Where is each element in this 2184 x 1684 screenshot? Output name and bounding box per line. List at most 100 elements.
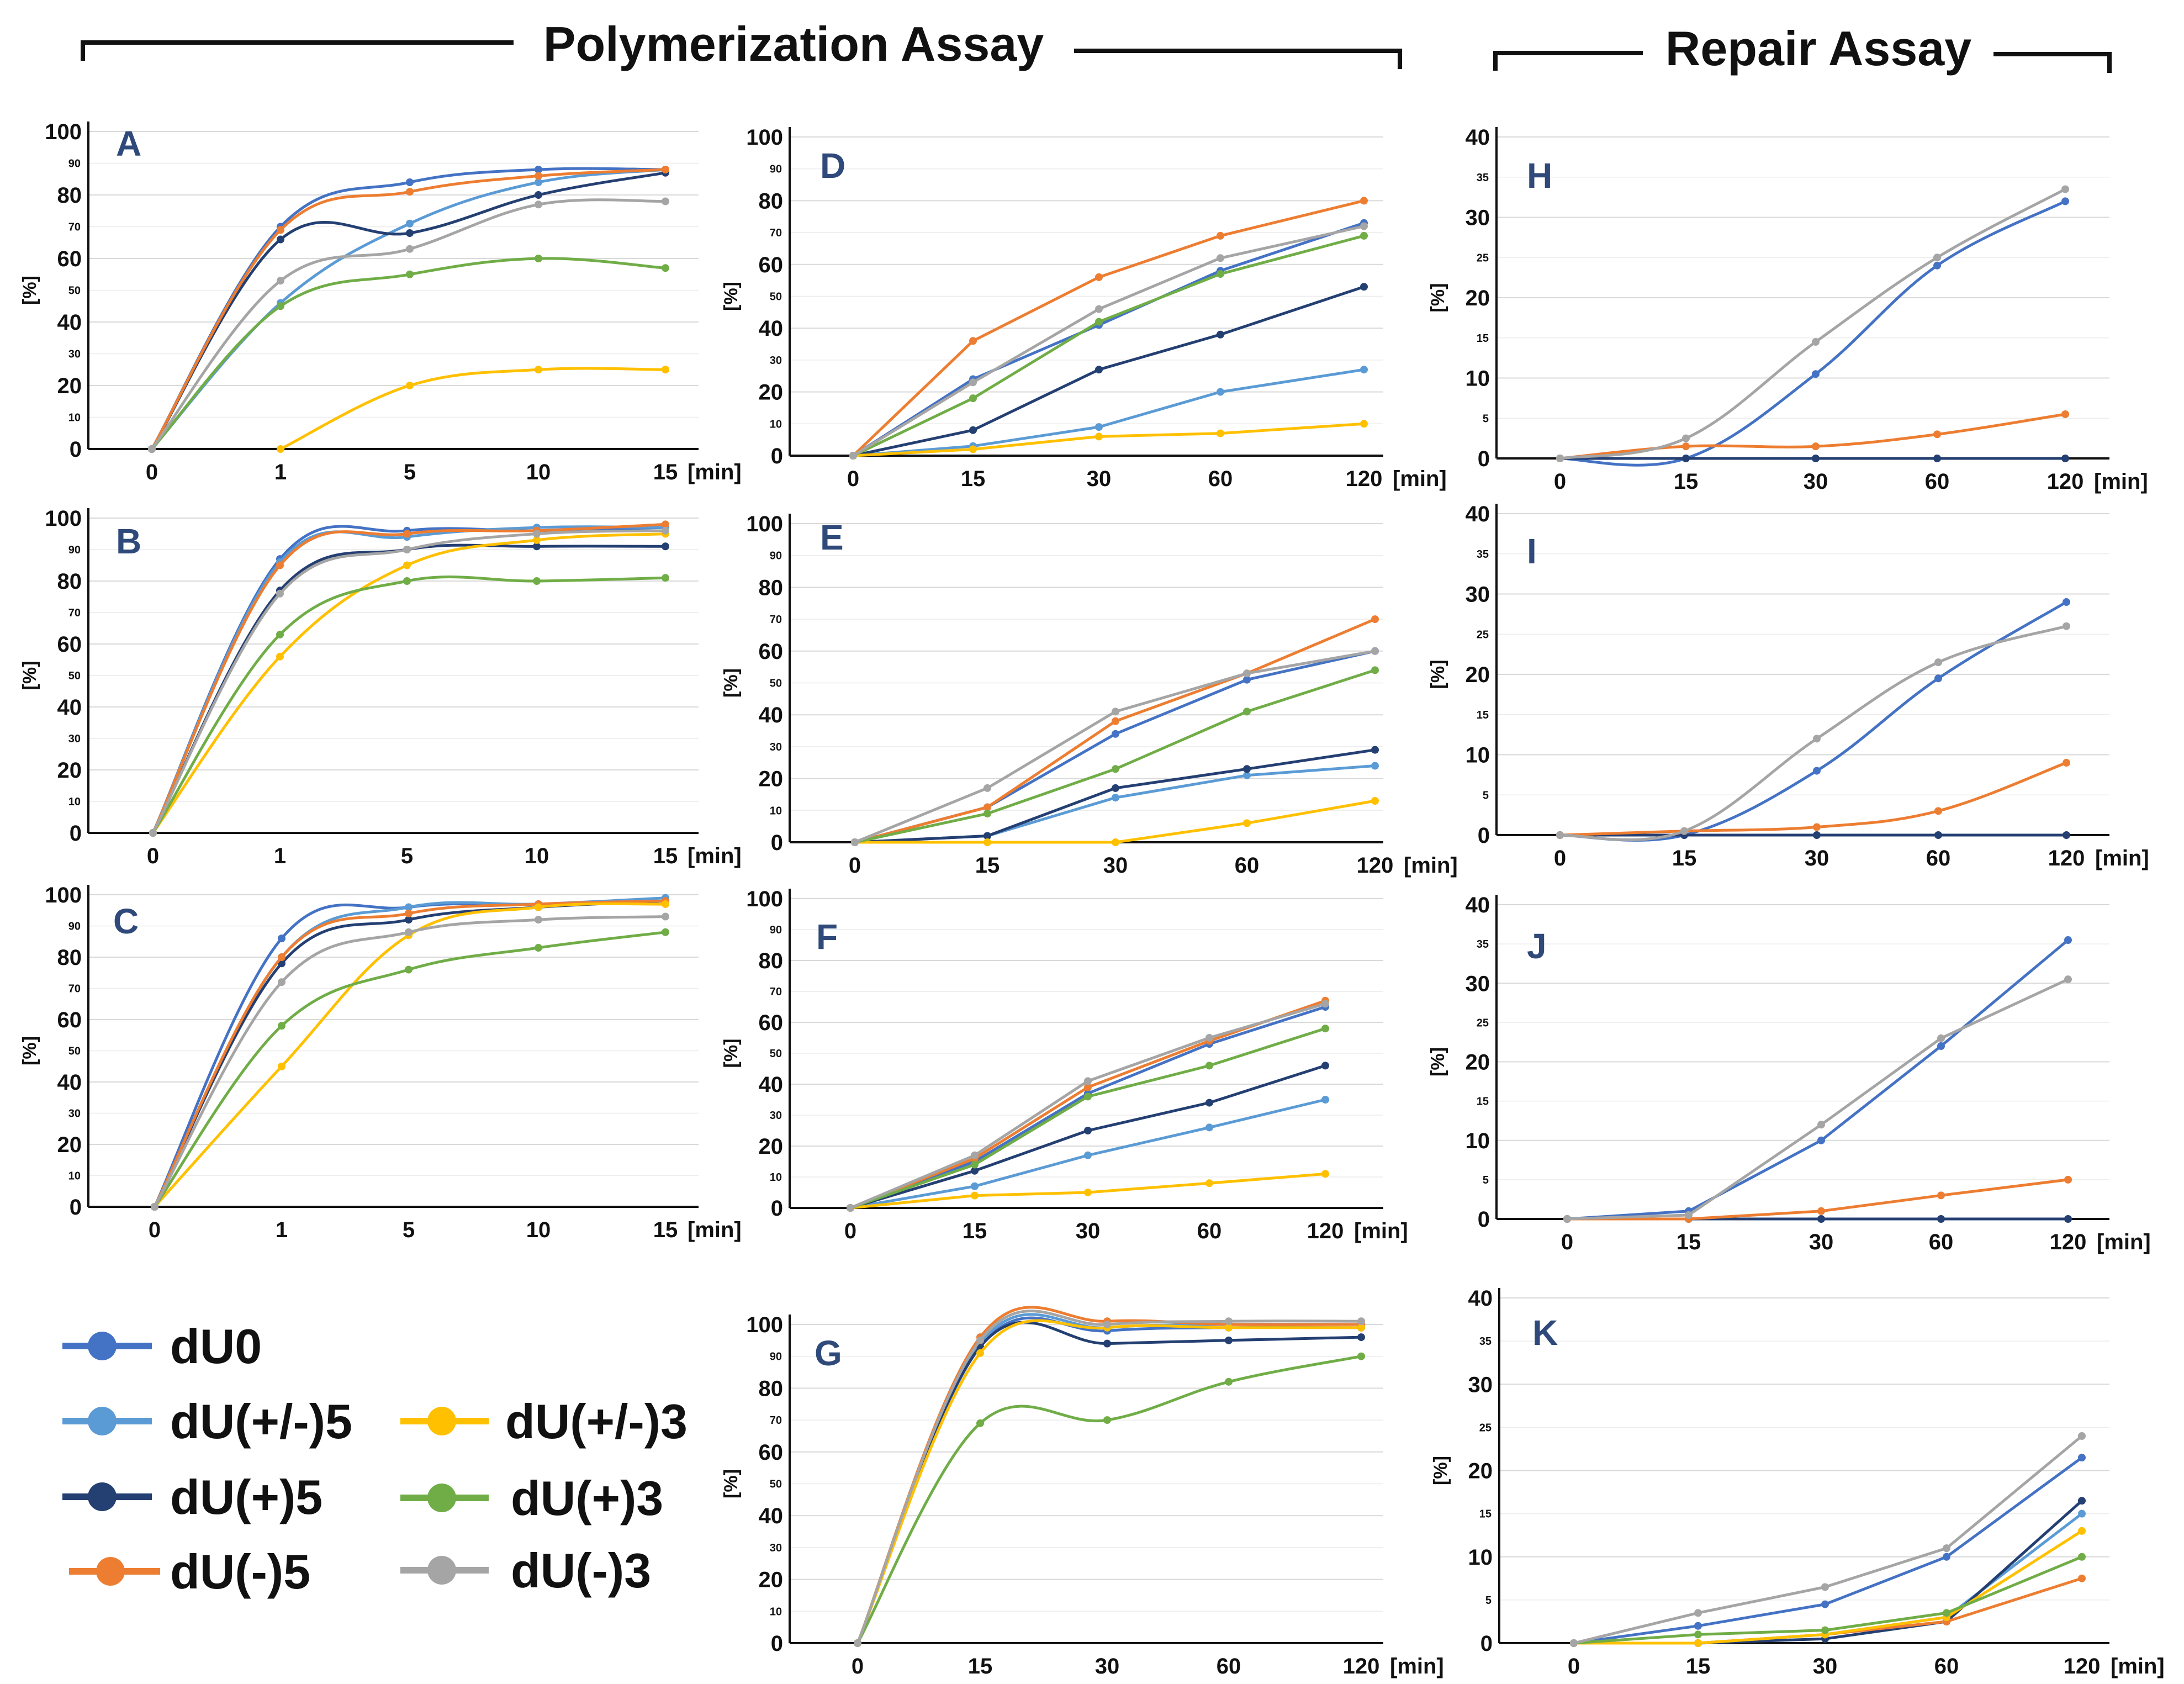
series-du-3: [1570, 1432, 2086, 1647]
data-point: [1205, 1099, 1213, 1107]
x-tick-label: 1: [274, 460, 287, 484]
chart-h: 0 10 20 30 40 5 15 25 35 0 15 30 60 120 [min] [%] H: [1427, 125, 2148, 494]
y-tick-label: 0: [1478, 447, 1490, 471]
y-tick-label: 0: [1478, 823, 1490, 848]
series-du-5: [847, 1062, 1329, 1212]
series-line: [150, 171, 667, 451]
x-tick-label: 120: [2050, 1230, 2087, 1254]
x-tick-label: 10: [525, 844, 549, 868]
data-point: [1817, 1136, 1825, 1144]
data-point: [662, 900, 669, 908]
legend-item-du-m3: dU(-)3: [400, 1543, 651, 1598]
y-tick-label: 60: [57, 247, 82, 271]
x-unit-label: [min]: [688, 460, 742, 484]
x-tick-label: 0: [1554, 469, 1566, 494]
legend-label-du-pm5: dU(+/-)5: [170, 1394, 352, 1449]
data-point: [535, 944, 542, 952]
series-du-3: [1563, 975, 2072, 1223]
data-point: [276, 561, 284, 569]
data-point: [1321, 1025, 1329, 1033]
data-point: [662, 264, 669, 272]
data-point: [662, 574, 669, 582]
data-point: [1217, 270, 1224, 278]
y-tick-label: 40: [1466, 893, 1490, 917]
y-tick-label: 20: [1468, 1459, 1493, 1484]
y-tick-label: 80: [759, 1376, 784, 1401]
series-line: [150, 198, 667, 451]
x-tick-label: 60: [1925, 469, 1950, 494]
y-axis-title: [%]: [1427, 283, 1448, 313]
data-point: [1360, 231, 1368, 240]
data-point: [1694, 1630, 1702, 1639]
data-point: [969, 445, 977, 453]
y-tick-minor-label: 30: [68, 349, 81, 361]
data-point: [1371, 746, 1379, 754]
series-line: [150, 257, 667, 451]
y-tick-minor-label: 90: [68, 544, 81, 556]
data-point: [1821, 1626, 1829, 1634]
y-tick-minor-label: 90: [770, 924, 782, 936]
data-point: [1812, 338, 1820, 346]
panel-letter: K: [1532, 1313, 1558, 1353]
x-tick-label: 0: [1554, 846, 1566, 870]
x-tick-label: 60: [1208, 467, 1233, 491]
data-point: [1813, 823, 1821, 831]
legend-label-du-p3: dU(+)3: [511, 1471, 663, 1525]
chart-d: 0 20 40 60 80 100 10 30 50 70 90 0 15 30 60 120 [min] [%]…: [721, 125, 1447, 491]
y-axis-title: [%]: [721, 668, 742, 698]
data-point: [1243, 771, 1251, 779]
data-point: [662, 520, 669, 529]
y-tick-label: 30: [1468, 1372, 1493, 1397]
data-point: [662, 526, 669, 535]
legend-item-du-p5: dU(+)5: [62, 1470, 322, 1524]
series-du0: [1570, 1454, 2086, 1647]
x-unit-label: [min]: [2094, 469, 2148, 494]
data-point: [1817, 1215, 1825, 1223]
y-tick-minor-label: 10: [770, 1606, 782, 1618]
data-point: [406, 245, 414, 253]
data-point: [1812, 370, 1820, 378]
y-tick-minor-label: 15: [1479, 1508, 1492, 1521]
chart-f: 0 20 40 60 80 100 10 30 50 70 90 0 15 30 60 120 [min] [%]…: [721, 887, 1408, 1243]
x-tick-label: 120: [2047, 469, 2084, 494]
y-tick-label: 40: [57, 1070, 82, 1095]
data-point: [405, 909, 413, 917]
y-tick-minor-label: 30: [68, 1108, 81, 1120]
y-tick-label: 40: [1466, 125, 1490, 150]
y-axis-title: [%]: [19, 276, 40, 305]
legend-marker-du-m5: [96, 1557, 125, 1586]
y-tick-label: 10: [1468, 1545, 1493, 1570]
data-point: [2063, 622, 2070, 630]
data-point: [1095, 366, 1103, 374]
data-point: [1112, 708, 1119, 716]
data-point: [971, 1191, 979, 1200]
data-point: [1371, 615, 1379, 624]
data-point: [851, 838, 859, 846]
y-tick-label: 0: [70, 821, 82, 846]
polymerization-header: Polymerization Assay: [81, 17, 1402, 71]
data-point: [983, 838, 991, 846]
data-point: [1321, 1096, 1329, 1104]
y-tick-label: 40: [57, 695, 82, 720]
y-tick-minor-label: 70: [68, 983, 81, 995]
data-point: [1217, 254, 1224, 262]
polymerization-title: Polymerization Assay: [543, 17, 1044, 71]
y-tick-minor-label: 50: [68, 670, 81, 682]
data-point: [1556, 455, 1564, 462]
data-point: [1817, 1121, 1825, 1129]
data-point: [971, 1160, 979, 1169]
data-point: [1933, 261, 1941, 270]
x-tick-label: 120: [1307, 1219, 1344, 1243]
panel-letter: I: [1527, 531, 1537, 571]
data-point: [1943, 1609, 1950, 1617]
data-point: [971, 1182, 979, 1190]
data-point: [2064, 975, 2072, 984]
y-tick-minor-label: 30: [770, 741, 782, 753]
y-tick-label: 40: [1466, 502, 1490, 526]
y-tick-label: 10: [1466, 1129, 1490, 1153]
data-point: [1813, 831, 1821, 839]
y-tick-label: 40: [759, 703, 784, 727]
y-tick-label: 0: [70, 1195, 82, 1220]
x-unit-label: [min]: [1404, 853, 1458, 878]
